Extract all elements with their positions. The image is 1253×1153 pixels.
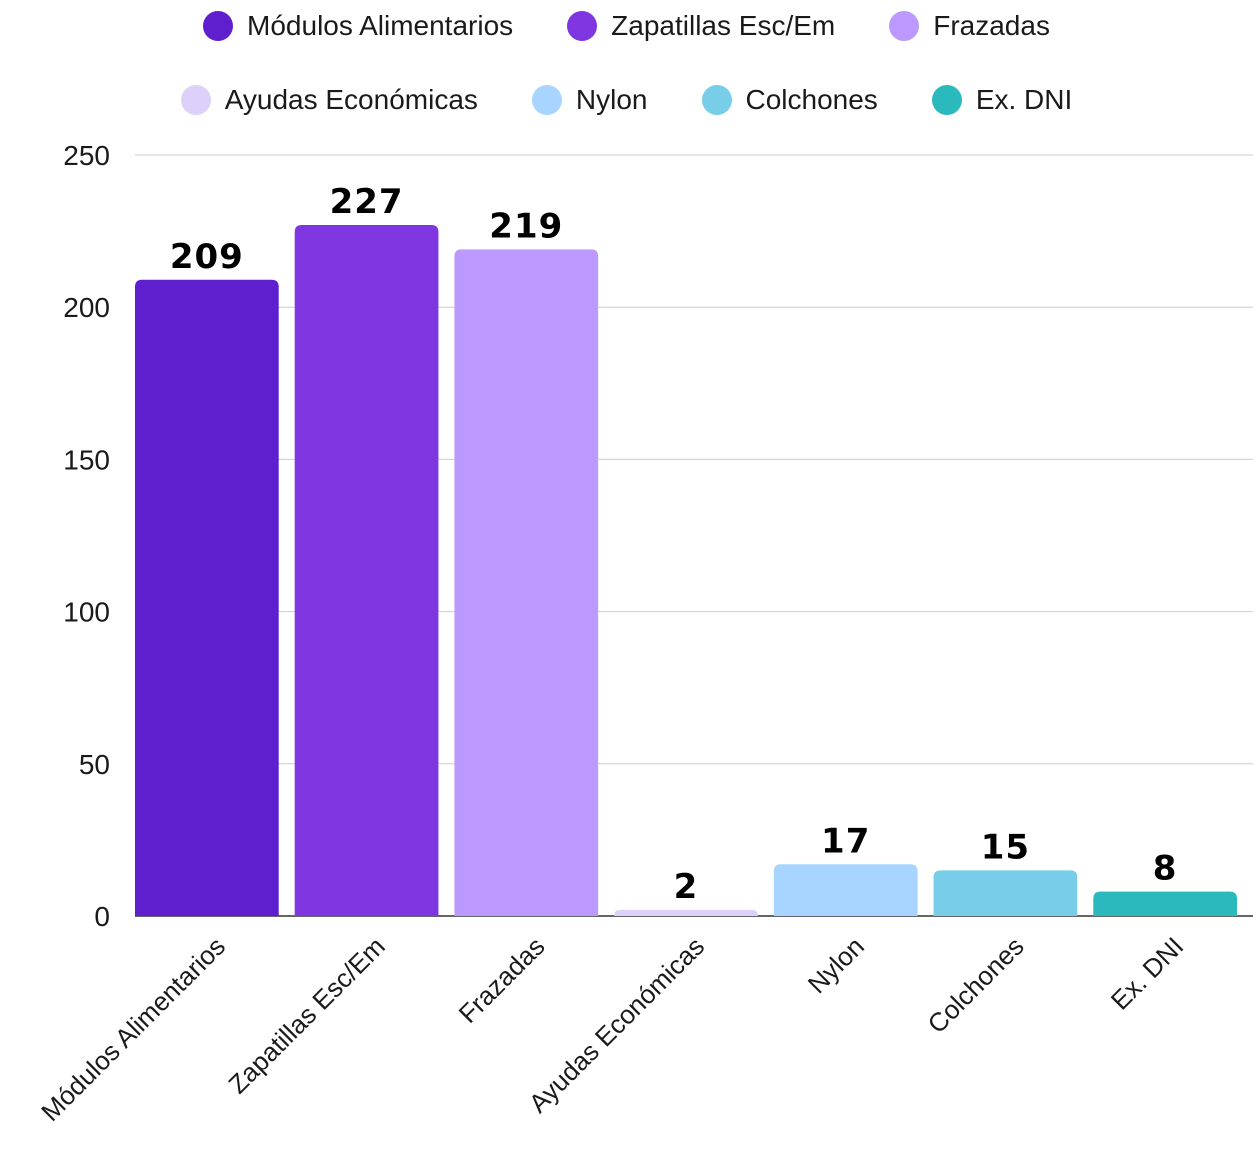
data-label: 8 — [1153, 849, 1178, 889]
legend-row-1: Módulos Alimentarios Zapatillas Esc/Em F… — [0, 6, 1253, 46]
x-tick-label: Frazadas — [453, 931, 551, 1029]
data-label: 2 — [674, 867, 699, 907]
y-tick-label: 150 — [63, 444, 110, 475]
legend-label: Módulos Alimentarios — [247, 10, 514, 41]
x-tick-label: Zapatillas Esc/Em — [222, 931, 390, 1099]
y-tick-label: 0 — [94, 901, 110, 932]
legend-swatch — [889, 11, 920, 41]
data-label: 227 — [330, 182, 404, 222]
legend-label: Zapatillas Esc/Em — [611, 10, 836, 41]
y-tick-label: 200 — [63, 292, 110, 323]
y-tick-label: 250 — [63, 140, 110, 171]
bar — [614, 909, 758, 916]
bar — [1093, 891, 1237, 916]
legend-item-ayudas: Ayudas Económicas — [180, 84, 478, 116]
data-label: 219 — [489, 206, 563, 246]
x-tick-label: Ayudas Económicas — [523, 931, 710, 1118]
legend-item-exdni: Ex. DNI — [931, 84, 1073, 116]
y-axis-ticks: 0 50 100 150 200 250 — [63, 140, 110, 932]
data-label: 17 — [821, 821, 870, 861]
legend-swatch — [931, 85, 962, 115]
legend-label: Frazadas — [933, 10, 1050, 41]
legend-label: Ayudas Económicas — [224, 84, 478, 115]
legend-item-modulos: Módulos Alimentarios — [203, 10, 513, 42]
data-label: 209 — [170, 237, 244, 277]
bar — [933, 870, 1078, 916]
y-tick-label: 100 — [63, 597, 110, 628]
x-tick-label: Módulos Alimentarios — [35, 931, 231, 1127]
y-tick-label: 50 — [79, 749, 110, 780]
bars — [135, 225, 1237, 917]
legend-swatch — [567, 11, 598, 41]
bar — [135, 279, 279, 917]
data-labels: 209 227 219 2 17 15 8 — [170, 182, 1178, 907]
legend-label: Colchones — [745, 84, 878, 115]
legend-label: Ex. DNI — [975, 84, 1073, 115]
data-label: 15 — [981, 827, 1030, 867]
legend-item-zapatillas: Zapatillas Esc/Em — [567, 10, 835, 42]
legend-row-2: Ayudas Económicas Nylon Colchones Ex. DN… — [0, 80, 1253, 120]
legend-swatch — [203, 11, 234, 41]
bar — [773, 864, 918, 916]
legend-item-nylon: Nylon — [531, 84, 648, 116]
legend-swatch — [180, 85, 211, 115]
x-tick-label: Nylon — [802, 931, 870, 999]
x-tick-label: Colchones — [922, 931, 1030, 1039]
legend-swatch — [531, 85, 562, 115]
legend-swatch — [701, 85, 732, 115]
bar — [294, 225, 439, 917]
legend-item-colchones: Colchones — [701, 84, 878, 116]
legend-label: Nylon — [575, 84, 648, 115]
legend-item-frazadas: Frazadas — [889, 10, 1050, 42]
bar — [454, 249, 599, 916]
x-tick-label: Ex. DNI — [1105, 931, 1190, 1016]
